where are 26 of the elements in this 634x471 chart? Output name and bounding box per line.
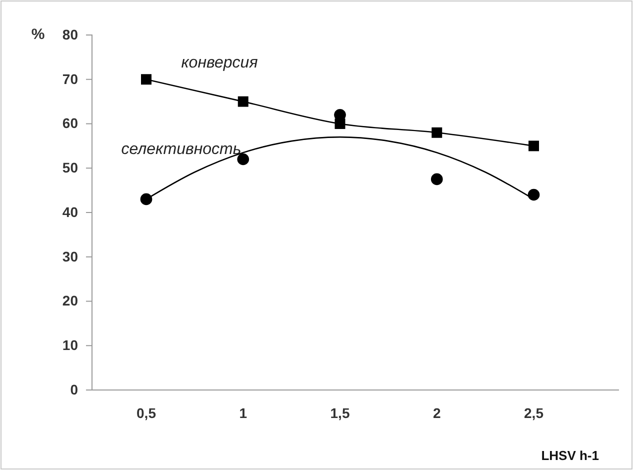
y-tick-label: 80 (62, 26, 78, 42)
x-tick-label: 2 (432, 404, 441, 421)
y-tick-label: 50 (62, 160, 78, 176)
series-label: конверсия (181, 54, 258, 72)
y-tick-label: 40 (62, 204, 78, 220)
y-tick-label: 30 (62, 248, 78, 264)
x-tick-label: 1 (239, 404, 248, 421)
point (237, 153, 250, 166)
y-tick-label: 60 (62, 115, 78, 132)
point (430, 173, 443, 186)
y-tick-label: 70 (62, 70, 78, 87)
x-tick-label: 1,5 (330, 404, 350, 421)
x-tick-label: 0,5 (136, 404, 156, 421)
point (141, 74, 152, 85)
point (238, 96, 248, 107)
y-tick-label: 20 (62, 292, 78, 309)
point (432, 127, 442, 138)
x-tick-label: 2,5 (524, 404, 544, 421)
point (528, 140, 539, 152)
y-axis-title: % (31, 26, 45, 43)
series-label: селективность (121, 141, 242, 158)
y-tick-label: 0 (70, 381, 78, 398)
point (140, 193, 152, 206)
point (528, 188, 540, 201)
y-tick-label: 10 (62, 337, 78, 354)
x-axis-title: LHSV h-1 (541, 448, 599, 463)
